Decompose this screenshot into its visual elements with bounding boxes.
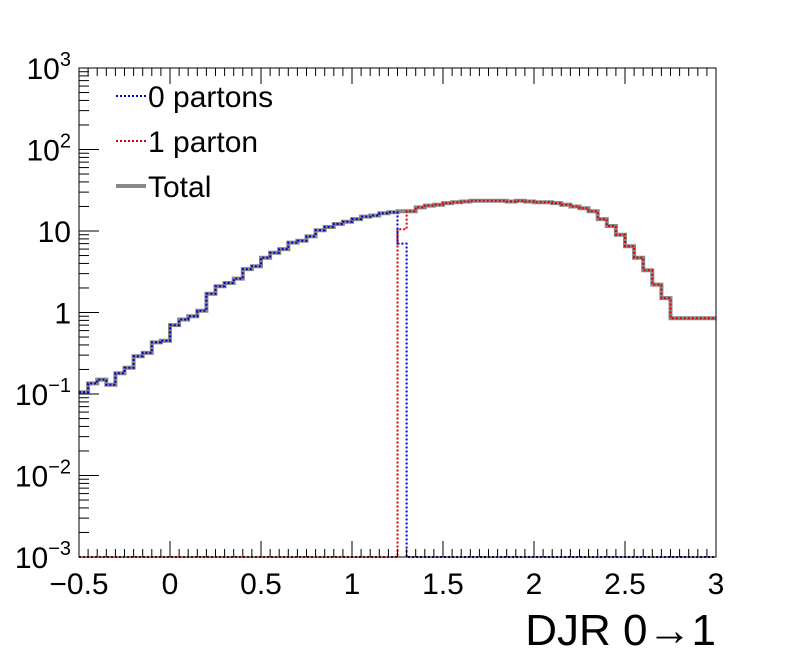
x-axis-title: DJR 0→1 (525, 606, 716, 655)
legend: 0 partons 1 parton Total (116, 81, 273, 204)
x-tick-label: 2.5 (604, 568, 646, 601)
y-tick-label: 102 (27, 131, 72, 168)
tick-layer (78, 67, 717, 558)
x-tick-label: 0 (162, 568, 179, 601)
x-tick-label: 1 (344, 568, 361, 601)
y-tick-label: 1 (54, 298, 71, 331)
label-layer: −0.5 0 0.5 1 1.5 2 2.5 3 10−3 10−2 10−1 1 10 102 103 (15, 49, 725, 601)
x-tick-label: −0.5 (49, 568, 108, 601)
x-tick-label: 3 (708, 568, 725, 601)
series-0-partons (79, 211, 716, 558)
legend-label: 0 partons (148, 81, 273, 114)
legend-label: Total (148, 171, 211, 204)
legend-label: 1 parton (148, 126, 258, 159)
y-tick-label: 10−2 (15, 457, 71, 494)
x-tick-label: 0.5 (240, 568, 282, 601)
x-tick-label: 2 (526, 568, 543, 601)
y-tick-label: 10−1 (15, 375, 71, 412)
y-tick-label: 10 (38, 216, 71, 249)
y-tick-label: 103 (27, 49, 72, 86)
series-layer (79, 198, 716, 558)
y-tick-label: 10−3 (15, 538, 71, 575)
series-1-parton (79, 199, 716, 558)
x-tick-label: 1.5 (422, 568, 464, 601)
